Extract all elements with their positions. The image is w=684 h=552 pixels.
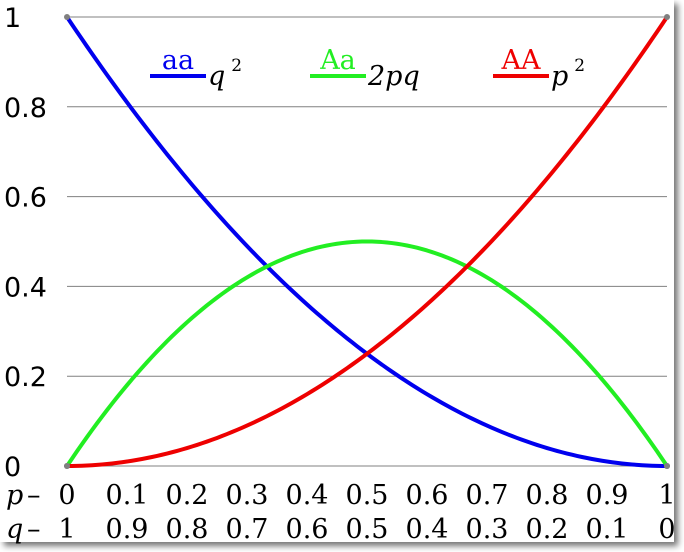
x-tick-label-p-2: 0.2 — [166, 480, 209, 511]
x-tick-label-q-7: 0.3 — [466, 514, 509, 545]
series-lines — [65, 15, 669, 468]
gridlines — [67, 16, 667, 467]
endpoint-AA-0 — [64, 463, 70, 469]
x-axis-separator-q: – — [27, 514, 41, 545]
series-endpoints — [64, 14, 670, 469]
legend-formula-Aa: 2pq — [367, 61, 420, 92]
x-tick-label-p-1: 0.1 — [106, 480, 149, 511]
x-tick-label-p-0: 0 — [58, 480, 75, 511]
y-tick-label-4: 0.8 — [4, 93, 47, 124]
legend: aa q 2 Aa 2pq AA p 2 — [150, 45, 585, 92]
y-tick-labels: 0 0.2 0.4 0.6 0.8 1 — [4, 3, 47, 483]
series-line-AA — [66, 15, 669, 468]
x-tick-label-q-5: 0.5 — [346, 514, 389, 545]
legend-genotype-aa: aa — [162, 45, 194, 76]
endpoint-AA-10 — [664, 14, 670, 20]
y-tick-label-3: 0.6 — [4, 183, 47, 214]
x-tick-labels: p –q –0 0.1 0.2 0.3 0.4 0.5 0.6 0.7 0.8 0.9 11 0.9 0.8… — [6, 480, 676, 545]
x-tick-label-p-9: 0.9 — [586, 480, 629, 511]
x-tick-label-p-10: 1 — [658, 480, 675, 511]
legend-genotype-Aa: Aa — [319, 45, 356, 76]
legend-item-aa: aa q 2 — [150, 45, 242, 92]
x-tick-label-q-3: 0.7 — [226, 514, 269, 545]
series-line-Aa — [65, 239, 669, 468]
x-tick-label-q-8: 0.2 — [526, 514, 569, 545]
x-tick-label-p-6: 0.6 — [406, 480, 449, 511]
y-tick-label-5: 1 — [4, 3, 21, 34]
x-tick-label-q-1: 0.9 — [106, 514, 149, 545]
x-tick-label-p-3: 0.3 — [226, 480, 269, 511]
y-tick-label-1: 0.2 — [4, 362, 47, 393]
x-tick-label-q-9: 0.1 — [586, 514, 629, 545]
legend-item-AA: AA p 2 — [493, 45, 585, 92]
legend-exponent-AA: 2 — [574, 56, 585, 76]
x-axis-label-p: p — [6, 480, 23, 511]
x-tick-label-q-0: 1 — [58, 514, 75, 545]
legend-exponent-aa: 2 — [231, 56, 242, 76]
x-tick-label-q-10: 0 — [658, 514, 675, 545]
legend-genotype-AA: AA — [501, 45, 541, 76]
endpoint-Aa-10 — [664, 463, 670, 469]
x-tick-label-q-6: 0.4 — [406, 514, 449, 545]
x-axis-label-q: q — [6, 514, 23, 545]
x-tick-label-q-2: 0.8 — [166, 514, 209, 545]
x-tick-label-q-4: 0.6 — [286, 514, 329, 545]
x-tick-label-p-7: 0.7 — [466, 480, 509, 511]
endpoint-aa-0 — [64, 14, 70, 20]
x-tick-label-p-8: 0.8 — [526, 480, 569, 511]
y-tick-label-2: 0.4 — [4, 272, 47, 303]
x-axis-separator-p: – — [27, 480, 41, 511]
y-tick-label-0: 0 — [4, 452, 21, 483]
legend-item-Aa: Aa 2pq — [310, 45, 420, 92]
x-tick-label-p-4: 0.4 — [286, 480, 329, 511]
x-tick-label-p-5: 0.5 — [346, 480, 389, 511]
